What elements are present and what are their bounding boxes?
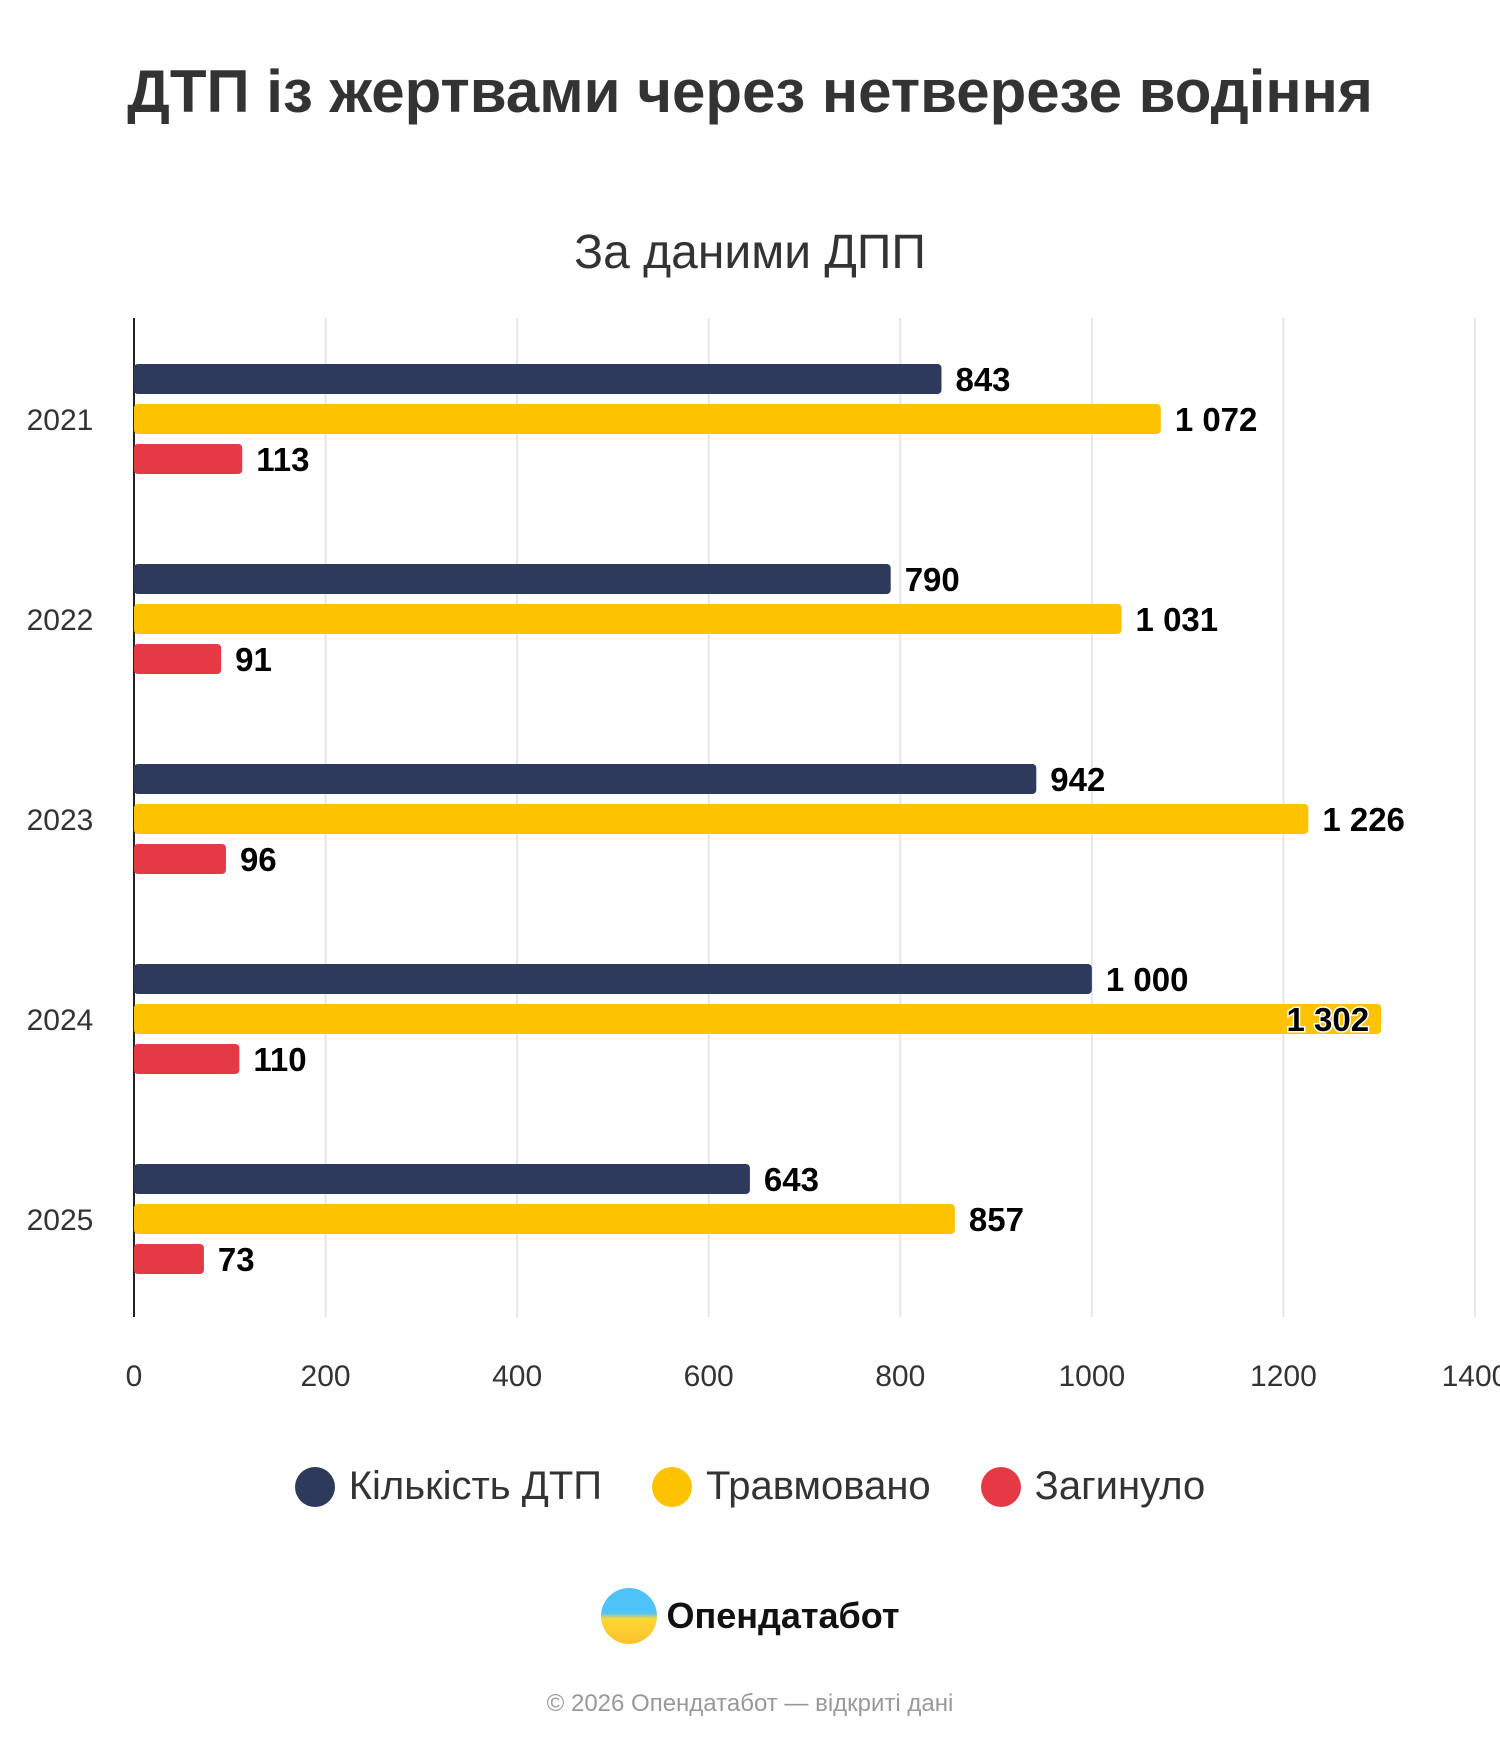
x-tick-label: 200 bbox=[301, 1360, 351, 1393]
x-tick-label: 800 bbox=[875, 1360, 925, 1393]
brand-name: Опендатабот bbox=[666, 1595, 900, 1636]
bar bbox=[134, 604, 1122, 634]
x-tick-label: 1000 bbox=[1058, 1360, 1125, 1393]
y-tick-label: 2021 bbox=[27, 404, 94, 437]
legend-dot-icon bbox=[980, 1466, 1021, 1507]
bar bbox=[134, 844, 226, 874]
x-tick-label: 400 bbox=[492, 1360, 542, 1393]
bar bbox=[134, 1044, 240, 1074]
chart-title: ДТП із жертвами через нетверезе водіння bbox=[127, 58, 1373, 125]
y-tick-label: 2022 bbox=[27, 604, 94, 637]
data-label: 1 000 bbox=[1106, 961, 1189, 998]
brand-logo: Опендатабот bbox=[0, 1588, 1500, 1644]
data-label: 643 bbox=[764, 1161, 819, 1198]
legend-dot-icon bbox=[652, 1466, 693, 1507]
data-label: 790 bbox=[905, 561, 960, 598]
x-tick-label: 0 bbox=[126, 1360, 143, 1393]
bar bbox=[134, 1164, 750, 1194]
bar-chart: 0 200 400 600 800 1000 1200 1400 2021 843 1 072 113… bbox=[27, 318, 1500, 1393]
footer: © 2026 Опендатабот — відкриті дані bbox=[546, 1690, 954, 1717]
x-tick-label: 600 bbox=[684, 1360, 734, 1393]
bar bbox=[134, 764, 1037, 794]
bar bbox=[134, 564, 891, 594]
bar bbox=[134, 444, 243, 474]
data-label: 73 bbox=[218, 1241, 255, 1278]
data-label: 1 072 bbox=[1175, 401, 1258, 438]
logo-icon bbox=[600, 1588, 657, 1644]
legend: Кількість ДТП Травмовано Загинуло bbox=[0, 1464, 1500, 1509]
legend-item-killed[interactable]: Загинуло bbox=[980, 1464, 1206, 1509]
chart-subtitle: За даними ДПП bbox=[574, 226, 926, 279]
data-label: 1 031 bbox=[1136, 601, 1219, 638]
legend-label: Травмовано bbox=[706, 1464, 931, 1508]
data-label: 110 bbox=[253, 1041, 306, 1078]
data-label: 942 bbox=[1050, 761, 1105, 798]
x-tick-label: 1200 bbox=[1250, 1360, 1317, 1393]
legend-dot-icon bbox=[294, 1466, 335, 1507]
bar bbox=[134, 1244, 204, 1274]
legend-label: Кількість ДТП bbox=[348, 1464, 603, 1508]
y-tick-label: 2025 bbox=[27, 1204, 94, 1237]
data-label: 1 226 bbox=[1322, 801, 1405, 838]
bar bbox=[134, 404, 1161, 434]
data-label: 96 bbox=[240, 841, 277, 878]
data-label: 843 bbox=[955, 361, 1010, 398]
y-tick-label: 2023 bbox=[27, 804, 94, 837]
data-label: 113 bbox=[256, 441, 309, 478]
x-tick-label: 1400 bbox=[1442, 1360, 1500, 1393]
bar bbox=[134, 364, 942, 394]
legend-item-injured[interactable]: Травмовано bbox=[652, 1464, 931, 1509]
legend-label: Загинуло bbox=[1034, 1464, 1206, 1508]
bar bbox=[134, 1004, 1382, 1034]
y-tick-label: 2024 bbox=[27, 1004, 94, 1037]
bar bbox=[134, 644, 222, 674]
bar bbox=[134, 804, 1309, 834]
data-label: 1 302 bbox=[1287, 1001, 1370, 1038]
legend-item-accidents[interactable]: Кількість ДТП bbox=[294, 1464, 603, 1509]
bar bbox=[134, 964, 1092, 994]
data-label: 857 bbox=[969, 1201, 1024, 1238]
bar bbox=[134, 1204, 955, 1234]
data-label: 91 bbox=[235, 641, 272, 678]
